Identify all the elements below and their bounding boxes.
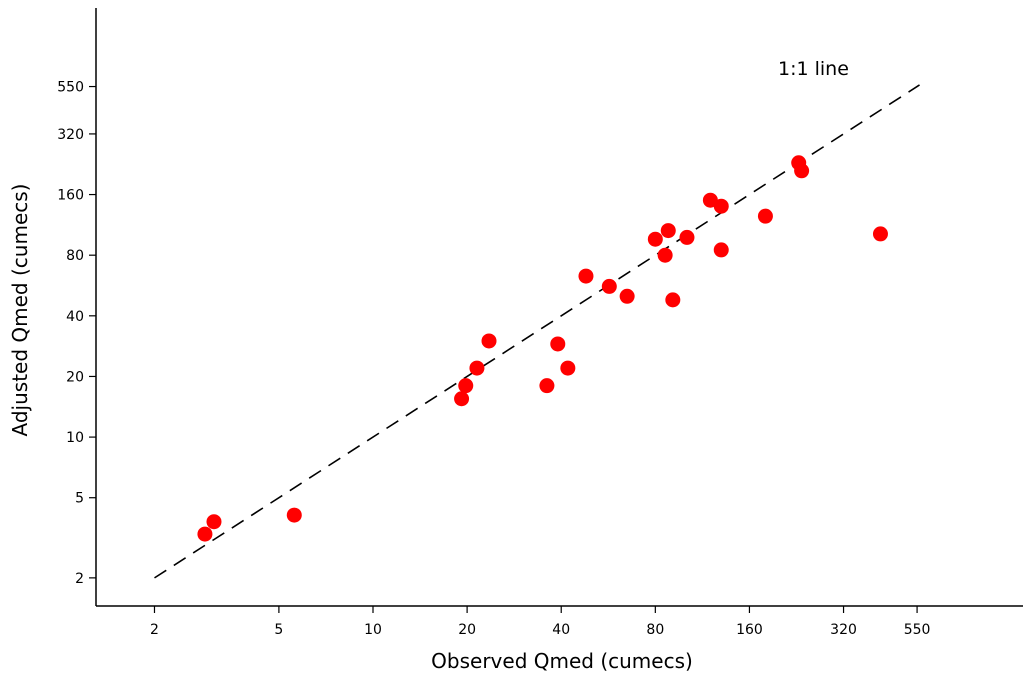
y-axis-ticks: 2 5 10 20 40 80 160 320 550	[57, 80, 96, 587]
data-point	[560, 360, 576, 376]
x-tick-label: 80	[646, 622, 664, 638]
data-point	[197, 526, 213, 542]
data-point	[619, 288, 635, 304]
y-tick-label: 40	[66, 309, 84, 325]
x-axis-ticks: 2 5 10 20 40 80 160 320 550	[150, 606, 930, 638]
data-point	[794, 163, 810, 179]
data-point	[454, 391, 470, 407]
x-tick-label: 5	[274, 622, 283, 638]
data-point	[679, 229, 695, 245]
data-point	[458, 378, 474, 394]
data-point	[665, 292, 681, 308]
one-to-one-reference-line	[154, 84, 920, 579]
x-tick-label: 160	[736, 622, 763, 638]
data-point	[647, 231, 663, 247]
x-tick-label: 550	[904, 622, 931, 638]
data-point	[872, 226, 888, 242]
y-tick-label: 10	[66, 430, 84, 446]
one-to-one-line-label: 1:1 line	[778, 58, 849, 80]
data-point	[601, 278, 617, 294]
y-tick-label: 550	[57, 80, 84, 96]
data-point	[757, 208, 773, 224]
y-axis-title: Adjusted Qmed (cumecs)	[8, 184, 32, 437]
plot-area	[154, 84, 920, 579]
x-axis-title: Observed Qmed (cumecs)	[431, 649, 693, 673]
y-tick-label: 320	[57, 127, 84, 143]
data-point	[206, 514, 222, 530]
data-point	[578, 268, 594, 284]
x-tick-label: 20	[458, 622, 476, 638]
x-tick-label: 320	[830, 622, 857, 638]
data-point	[660, 223, 676, 239]
data-points	[197, 155, 888, 542]
data-point	[550, 336, 566, 352]
x-tick-label: 2	[150, 622, 159, 638]
x-tick-label: 40	[552, 622, 570, 638]
axes	[95, 8, 1023, 607]
data-point	[481, 333, 497, 349]
y-tick-label: 2	[75, 571, 84, 587]
data-point	[713, 242, 729, 258]
data-point	[539, 378, 555, 394]
data-point	[713, 198, 729, 214]
x-tick-label: 10	[364, 622, 382, 638]
y-tick-label: 80	[66, 248, 84, 264]
data-point	[469, 360, 485, 376]
data-point	[657, 247, 673, 263]
y-tick-label: 160	[57, 188, 84, 204]
y-tick-label: 5	[75, 491, 84, 507]
data-point	[286, 507, 302, 523]
y-tick-label: 20	[66, 369, 84, 385]
